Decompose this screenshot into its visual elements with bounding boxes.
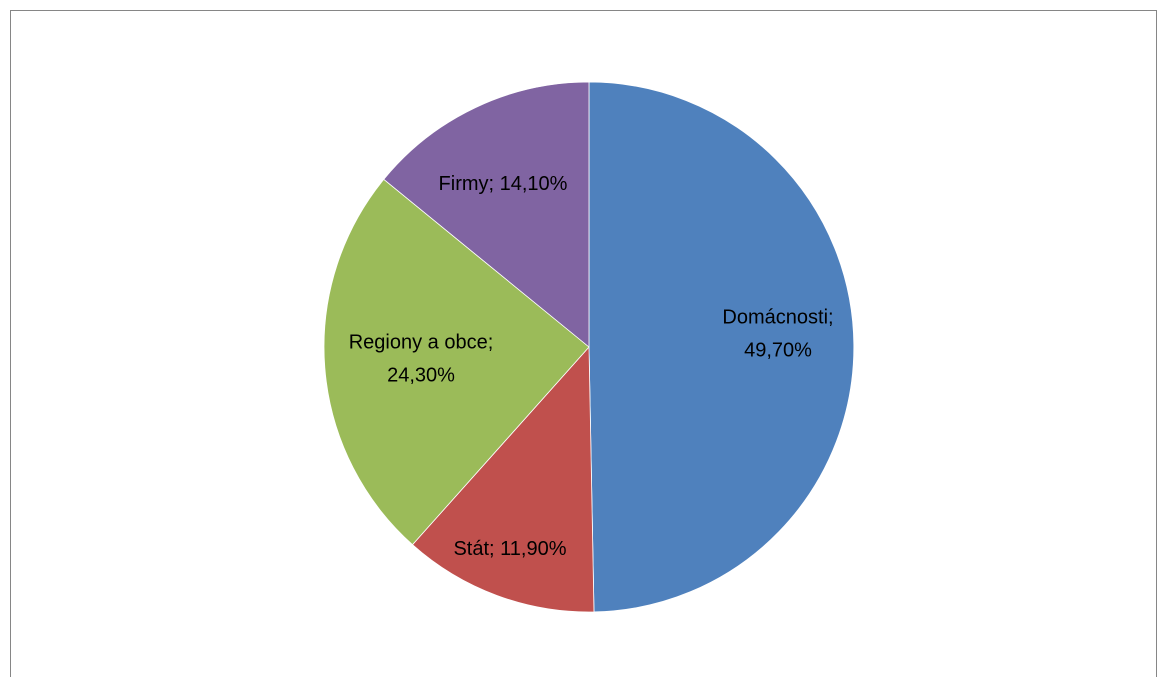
pie-slice-regiony-a-obce <box>323 178 590 546</box>
slice-label-line: Stát; 11,90% <box>453 538 566 560</box>
slice-label-line: Domácnosti; <box>722 307 833 329</box>
slice-label-line: 24,30% <box>387 365 455 387</box>
slice-label-line: 49,70% <box>744 340 812 362</box>
slice-label-2: Regiony a obce; 24,30% <box>349 332 494 387</box>
pie-labels: Domácnosti; 49,70% Stát; 11,90% Regiony a o… <box>349 173 834 560</box>
slice-label-0: Domácnosti; 49,70% <box>722 307 833 362</box>
pie-slice-domácnosti <box>588 81 855 613</box>
slice-label-line: Regiony a obce; <box>349 332 494 354</box>
pie-slice-firmy <box>383 81 590 348</box>
pie-slice-stát <box>411 345 595 613</box>
slice-label-line: Firmy; 14,10% <box>439 173 568 195</box>
slice-label-3: Firmy; 14,10% <box>439 173 568 195</box>
slice-label-1: Stát; 11,90% <box>453 538 566 560</box>
pie-slices <box>323 81 855 613</box>
